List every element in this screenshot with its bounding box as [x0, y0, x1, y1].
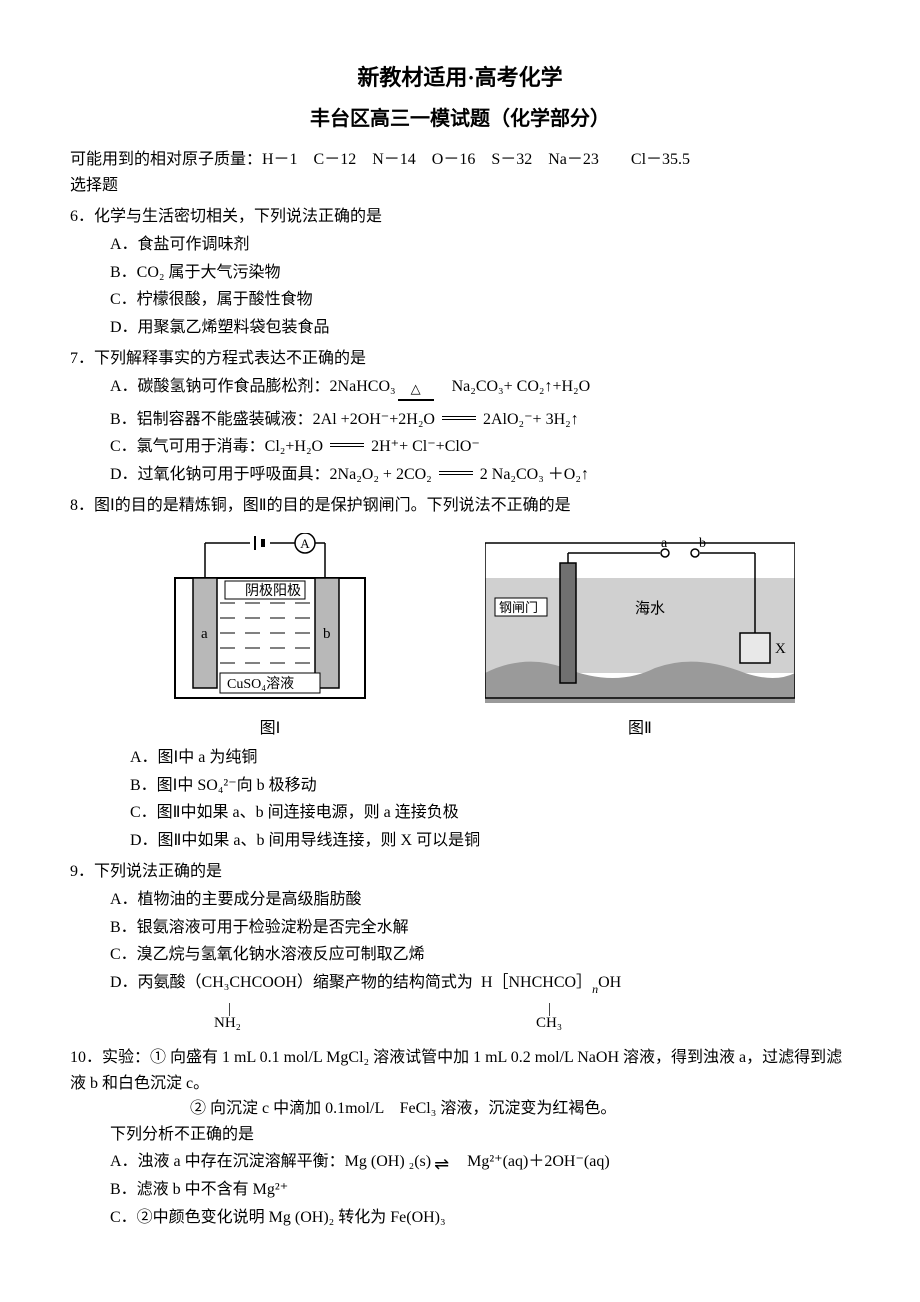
section-label: 选择题 — [70, 173, 850, 199]
cathodic-protection-icon: X a b 钢闸门 海水 — [485, 533, 795, 703]
cathode-label: 阴极 — [245, 583, 273, 599]
question-9: 9．下列说法正确的是 A．植物油的主要成分是高级脂肪酸 B．银氨溶液可用于检验淀… — [70, 859, 850, 1039]
svg-text:海水: 海水 — [635, 600, 665, 617]
q8-number: 8． — [70, 497, 94, 514]
q9-number: 9． — [70, 863, 94, 880]
q6-option-d: D．用聚氯乙烯塑料袋包装食品 — [110, 315, 850, 341]
title-main: 新教材适用·高考化学 — [70, 60, 850, 95]
electrode-b-label: b — [323, 626, 331, 642]
q9-option-a: A．植物油的主要成分是高级脂肪酸 — [110, 887, 850, 913]
q7-option-b: B．铝制容器不能盛装碱液：2Al +2OH⁻+2H₂O 2AlO₂⁻+ 3H₂↑ — [110, 407, 850, 433]
q6-option-c: C．柠檬很酸，属于酸性食物 — [110, 287, 850, 313]
q10-number: 10． — [70, 1049, 102, 1066]
q9-option-b: B．银氨溶液可用于检验淀粉是否完全水解 — [110, 915, 850, 941]
q7-option-c: C．氯气可用于消毒：Cl₂+H₂O 2H⁺+ Cl⁻+ClO⁻ — [110, 434, 850, 460]
diagram2-caption: 图Ⅱ — [485, 716, 795, 742]
heat-arrow-icon: △ — [398, 370, 434, 401]
title-sub: 丰台区高三一模试题（化学部分） — [70, 103, 850, 135]
equals-arrow-icon — [439, 471, 473, 475]
q7-option-d: D．过氧化钠可用于呼吸面具：2Na₂O₂ + 2CO₂ 2 Na₂CO₃ ＋O₂… — [110, 462, 850, 488]
q8-option-c: C．图Ⅱ中如果 a、b 间连接电源，则 a 连接负极 — [130, 800, 850, 826]
q8-option-a: A．图Ⅰ中 a 为纯铜 — [130, 745, 850, 771]
q6-option-b: B．CO₂ 属于大气污染物 — [110, 260, 850, 286]
diagram-1: A 阴极 阳极 a b — [165, 533, 375, 741]
svg-text:a: a — [661, 536, 668, 551]
equals-arrow-icon — [442, 416, 476, 420]
q10-option-b: B．滤液 b 中不含有 Mg²⁺ — [110, 1177, 850, 1203]
q9-option-c: C．溴乙烷与氢氧化钠水溶液反应可制取乙烯 — [110, 942, 850, 968]
q10-option-a: A．浊液 a 中存在沉淀溶解平衡：Mg (OH) ₂(s) Mg²⁺(aq)＋2O… — [110, 1149, 850, 1175]
q7-a-pre: A．碳酸氢钠可作食品膨松剂：2NaHCO₃ — [110, 378, 396, 395]
q7-b-post: 2AlO₂⁻+ 3H₂↑ — [479, 411, 579, 428]
svg-text:钢闸门: 钢闸门 — [499, 600, 538, 615]
q10-a-post: Mg²⁺(aq)＋2OH⁻(aq) — [467, 1153, 610, 1170]
q9-d-below: | NH₂ | CH₃ — [110, 1001, 850, 1019]
q7-number: 7． — [70, 350, 94, 367]
q7-a-post: Na₂CO₃+ CO₂↑+H₂O — [436, 378, 591, 395]
q8-option-d: D．图Ⅱ中如果 a、b 间用导线连接，则 X 可以是铜 — [130, 828, 850, 854]
question-8: 8．图Ⅰ的目的是精炼铜，图Ⅱ的目的是保护钢闸门。下列说法不正确的是 A — [70, 493, 850, 853]
q7-c-post: 2H⁺+ Cl⁻+ClO⁻ — [367, 438, 480, 455]
atomic-mass-line: 可能用到的相对原子质量：H－1 C－12 N－14 O－16 S－32 Na－2… — [70, 147, 850, 173]
q9-d-pre: D．丙氨酸（CH₃CHCOOH）缩聚产物的结构简式为 — [110, 974, 477, 991]
q7-text: 下列解释事实的方程式表达不正确的是 — [94, 350, 366, 367]
q7-option-a: A．碳酸氢钠可作食品膨松剂：2NaHCO₃△ Na₂CO₃+ CO₂↑+H₂O — [110, 374, 850, 405]
q7-d-post: 2 Na₂CO₃ ＋O₂↑ — [476, 466, 589, 483]
q8-option-b: B．图Ⅰ中 SO₄²⁻向 b 极移动 — [130, 773, 850, 799]
electrolysis-cell-icon: A 阴极 阳极 a b — [165, 533, 375, 703]
q7-b-pre: B．铝制容器不能盛装碱液：2Al +2OH⁻+2H₂O — [110, 411, 439, 428]
q10-exp1: ① 向盛有 1 mL 0.1 mol/L MgCl₂ 溶液试管中加 1 mL 0… — [70, 1049, 842, 1092]
nh2-label: NH₂ — [214, 1011, 241, 1035]
svg-text:b: b — [699, 536, 706, 551]
q10-option-c: C．②中颜色变化说明 Mg (OH)₂ 转化为 Fe(OH)₃ — [110, 1205, 850, 1231]
q9-option-d: D．丙氨酸（CH₃CHCOOH）缩聚产物的结构简式为 H［NHCHCO］nOH — [110, 970, 850, 999]
ch3-label: CH₃ — [536, 1011, 562, 1035]
q10-a-pre: A．浊液 a 中存在沉淀溶解平衡：Mg (OH) ₂(s) — [110, 1153, 431, 1170]
question-7: 7．下列解释事实的方程式表达不正确的是 A．碳酸氢钠可作食品膨松剂：2NaHCO… — [70, 346, 850, 487]
equals-arrow-icon — [330, 443, 364, 447]
q10-analysis: 下列分析不正确的是 — [70, 1122, 850, 1148]
q7-c-pre: C．氯气可用于消毒：Cl₂+H₂O — [110, 438, 327, 455]
q7-d-pre: D．过氧化钠可用于呼吸面具：2Na₂O₂ + 2CO₂ — [110, 466, 436, 483]
q6-number: 6． — [70, 208, 94, 225]
q10-exp2: ② 向沉淀 c 中滴加 0.1mol/L FeCl₃ 溶液，沉淀变为红褐色。 — [70, 1096, 850, 1122]
electrode-a-label: a — [201, 626, 208, 642]
q8-text: 图Ⅰ的目的是精炼铜，图Ⅱ的目的是保护钢闸门。下列说法不正确的是 — [94, 497, 571, 514]
anode-label: 阳极 — [273, 583, 301, 599]
svg-text:A: A — [300, 536, 310, 551]
svg-text:X: X — [775, 641, 786, 657]
question-10: 10．实验：① 向盛有 1 mL 0.1 mol/L MgCl₂ 溶液试管中加 … — [70, 1045, 850, 1230]
q6-text: 化学与生活密切相关，下列说法正确的是 — [94, 208, 382, 225]
q6-option-a: A．食盐可作调味剂 — [110, 232, 850, 258]
polymer-formula: H［NHCHCO］nOH — [481, 970, 621, 999]
polymer-pre: H［NHCHCO］ — [481, 974, 592, 991]
question-6: 6．化学与生活密切相关，下列说法正确的是 A．食盐可作调味剂 B．CO₂ 属于大… — [70, 204, 850, 340]
q8-diagrams: A 阴极 阳极 a b — [110, 533, 850, 741]
reversible-arrow-icon — [434, 1156, 464, 1166]
diagram1-caption: 图Ⅰ — [165, 716, 375, 742]
solution-label: CuSO₄溶液 — [227, 676, 294, 692]
polymer-post: OH — [598, 974, 621, 991]
q10-text-pre: 实验： — [102, 1049, 150, 1066]
q9-text: 下列说法正确的是 — [94, 863, 222, 880]
diagram-2: X a b 钢闸门 海水 图Ⅱ — [485, 533, 795, 741]
